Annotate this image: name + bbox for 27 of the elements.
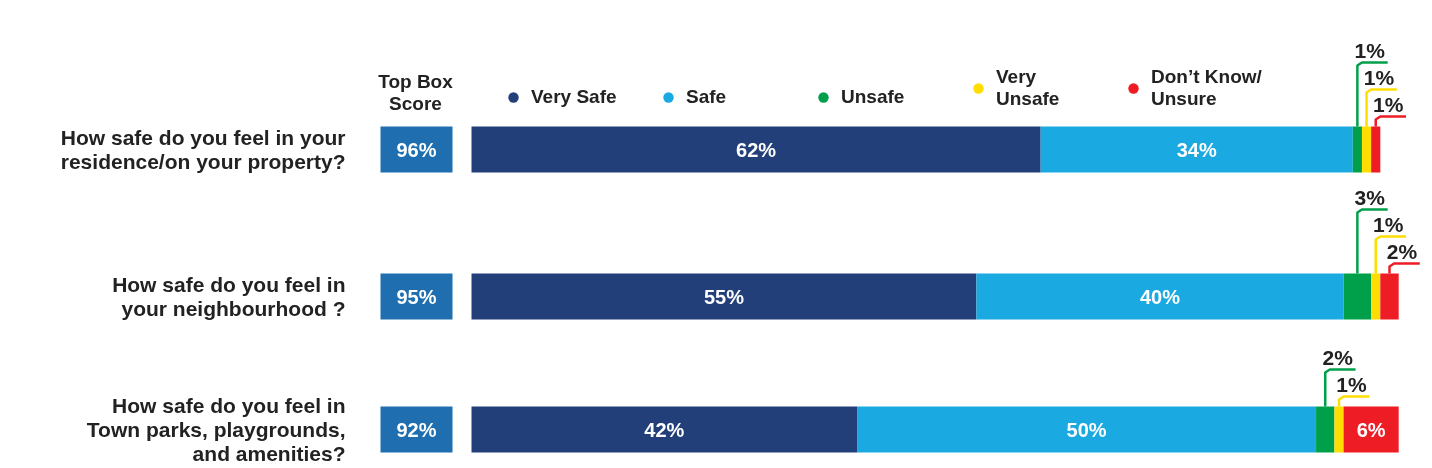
text: 92%: [396, 418, 437, 441]
data-label: 42%: [644, 418, 685, 441]
legend-label: Safe: [686, 86, 727, 108]
data-label: 1%: [1336, 372, 1367, 396]
data-label: 34%: [1176, 138, 1217, 161]
data-label: 1%: [1372, 92, 1404, 116]
y-tick-label: How safe do you feel in your neighbourhood ?: [112, 272, 346, 321]
data-label: 2%: [1386, 239, 1418, 263]
text: 95%: [396, 285, 437, 308]
legend-label: Unsafe: [841, 86, 905, 108]
data-label: 50%: [1066, 418, 1107, 441]
y-tick-label: How safe do you feel in your residence/on your property?: [60, 125, 346, 174]
data-label: 2%: [1322, 345, 1354, 369]
data-label: 1%: [1363, 65, 1395, 89]
data-label: 62%: [736, 138, 777, 161]
data-label: 1%: [1372, 212, 1404, 236]
text: 96%: [396, 138, 437, 161]
data-label: 3%: [1354, 185, 1386, 209]
data-label: 40%: [1139, 285, 1181, 308]
legend-label: Very Safe: [531, 86, 617, 108]
data-label: 55%: [703, 285, 745, 308]
text: Top Box Score: [378, 70, 454, 115]
legend-label: Don’t Know/ Unsure: [1151, 66, 1262, 110]
data-label: 1%: [1354, 38, 1386, 62]
data-label: 6%: [1356, 418, 1386, 441]
legend-label: Very Unsafe: [996, 66, 1060, 110]
y-tick-label: How safe do you feel in Town parks, playgrounds, and amenities?: [86, 393, 346, 466]
